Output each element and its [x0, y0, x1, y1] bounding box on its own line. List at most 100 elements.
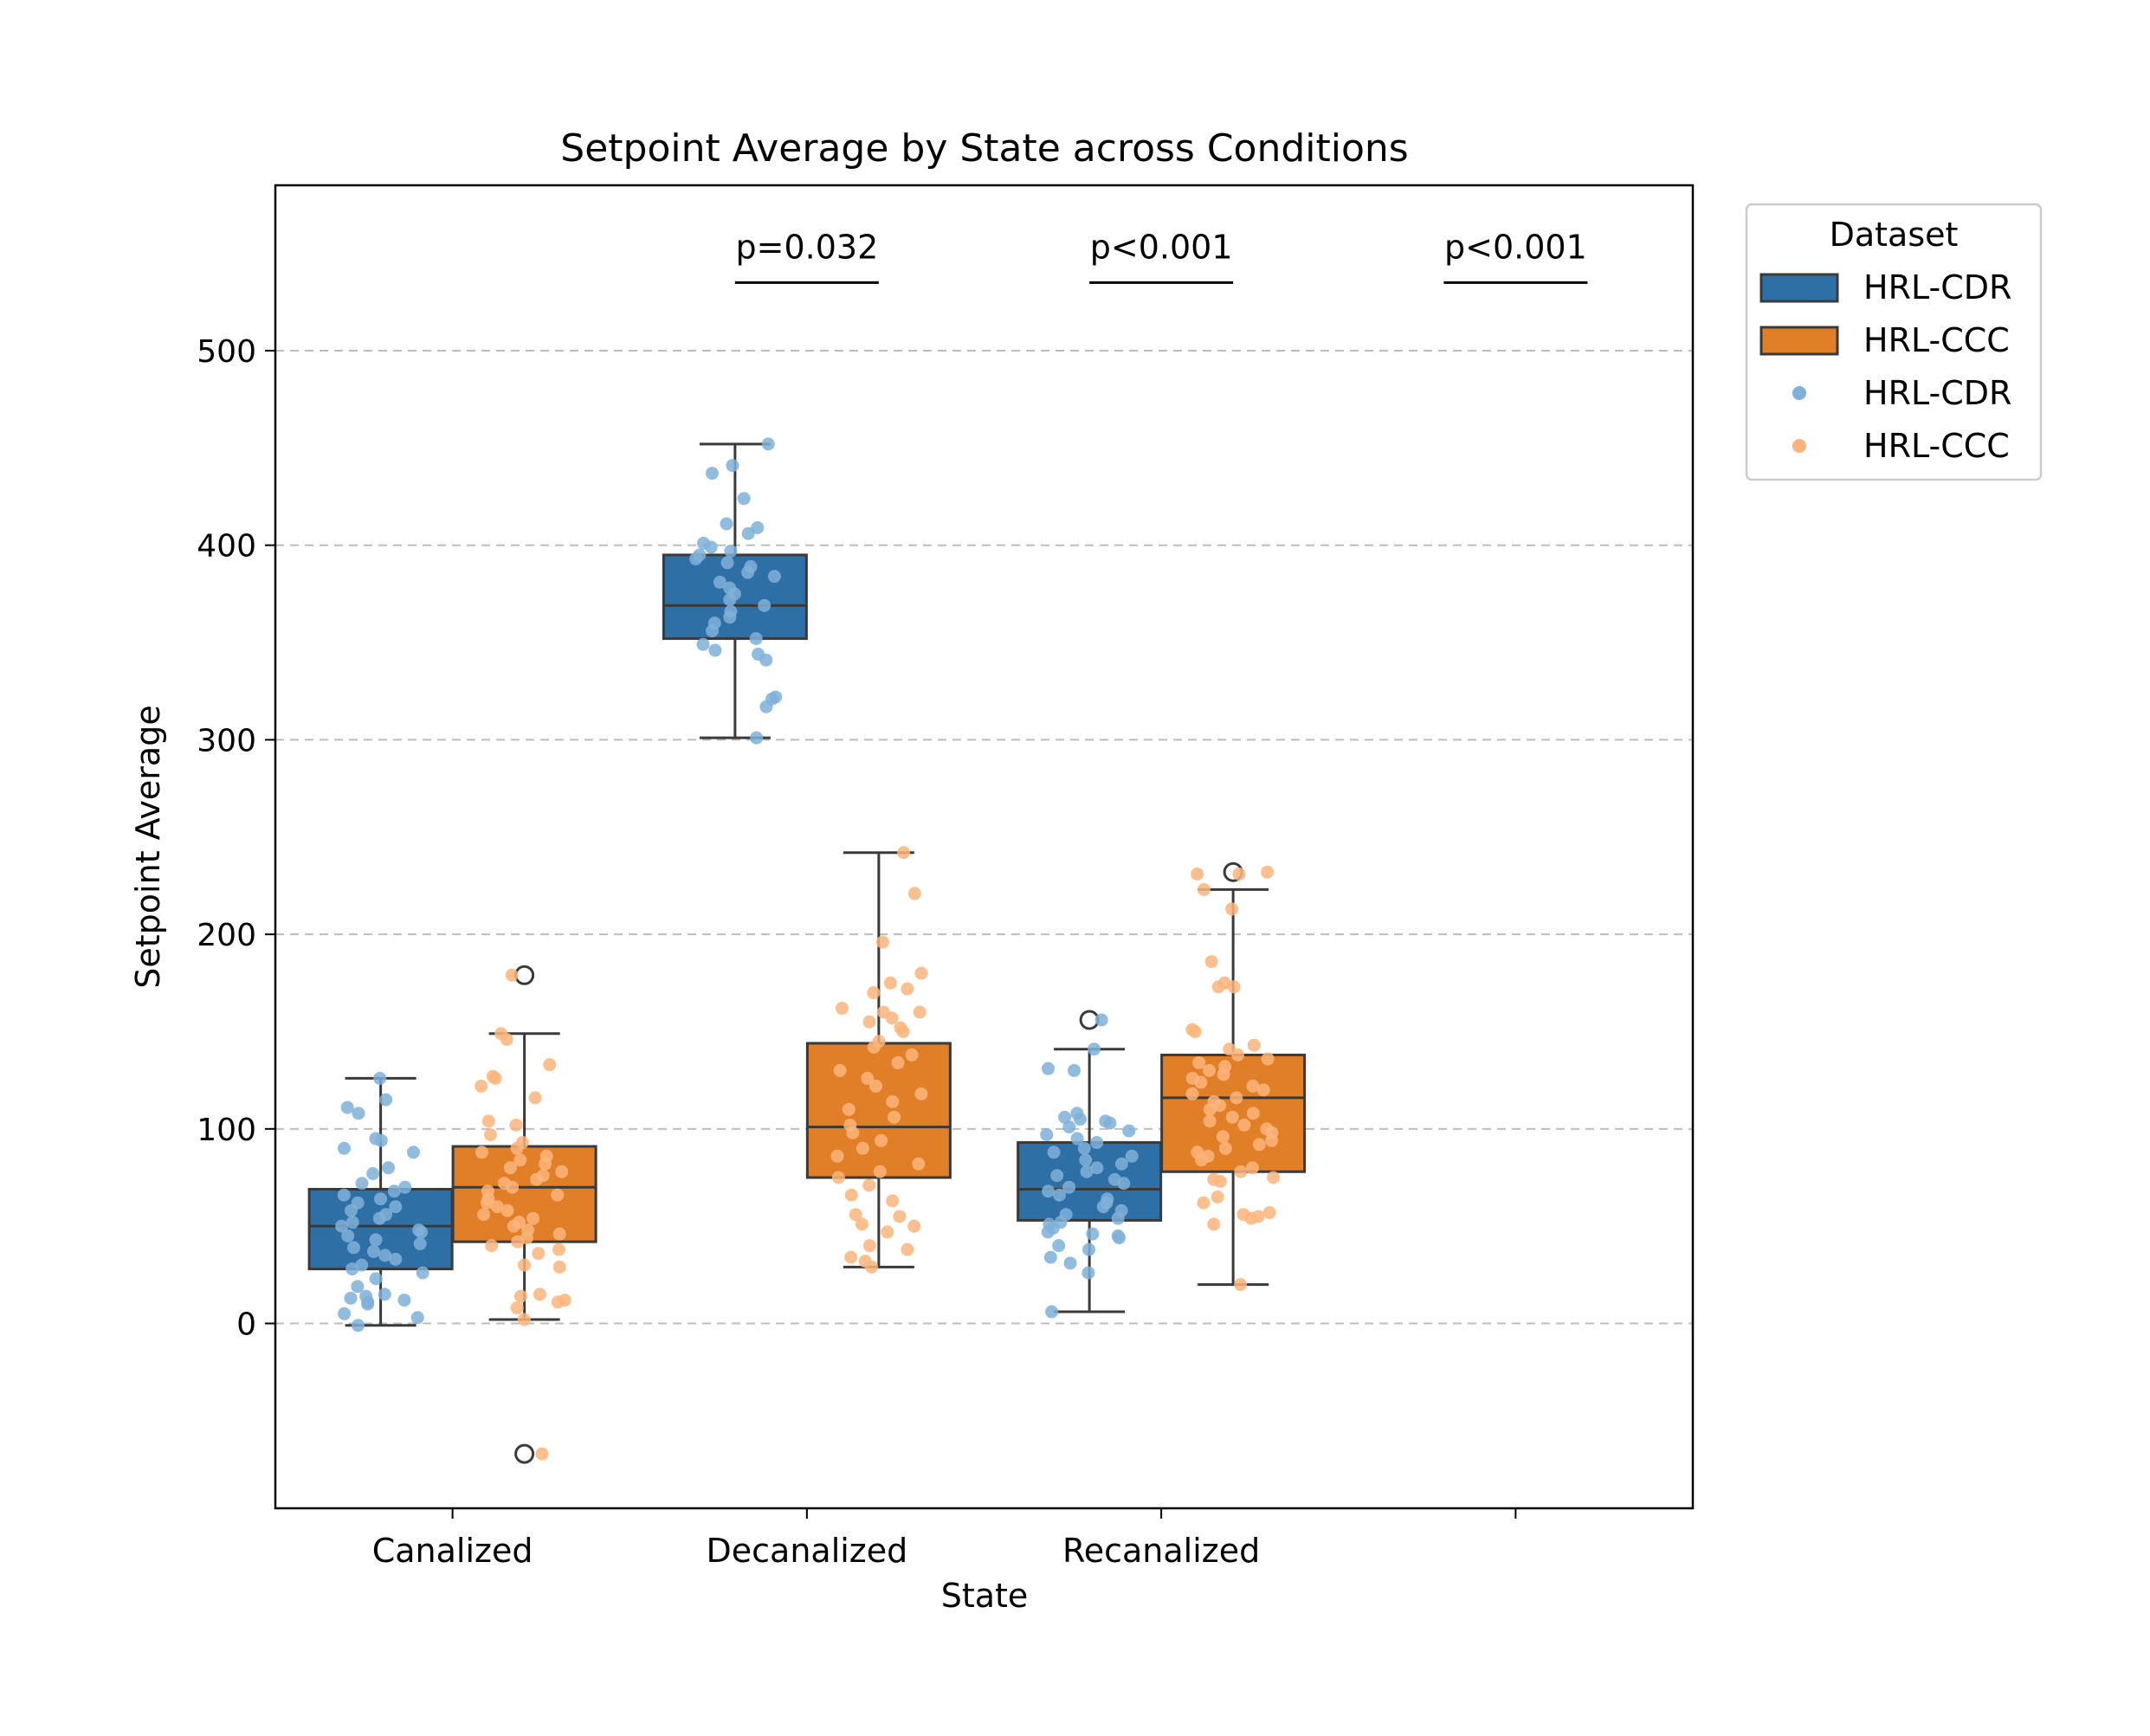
data-point	[846, 1126, 860, 1139]
data-point	[862, 1178, 876, 1192]
data-point	[407, 1146, 421, 1159]
data-point	[510, 1141, 524, 1155]
data-point	[849, 1208, 862, 1222]
data-point	[1197, 1196, 1211, 1210]
data-point	[741, 526, 755, 540]
data-point	[720, 517, 733, 531]
y-tick-label: 500	[197, 334, 256, 370]
data-point	[341, 1229, 355, 1242]
data-point	[689, 552, 703, 565]
data-point	[867, 986, 881, 1000]
data-point	[518, 1258, 532, 1272]
data-point	[1052, 1239, 1066, 1253]
legend-label: HRL-CDR	[1863, 268, 2011, 307]
data-point	[1197, 882, 1211, 896]
data-point	[706, 624, 720, 638]
data-point	[1114, 1157, 1128, 1171]
data-point	[484, 1128, 498, 1142]
data-point	[1252, 1138, 1266, 1152]
data-point	[369, 1272, 383, 1286]
data-point	[1265, 1133, 1279, 1147]
data-point	[1203, 1114, 1217, 1128]
outlier-marker	[514, 1443, 535, 1464]
data-point	[1195, 1153, 1209, 1167]
data-point	[1050, 1169, 1064, 1183]
data-point	[1213, 1099, 1227, 1113]
data-point	[1122, 1124, 1136, 1138]
data-point	[1227, 980, 1241, 994]
data-point	[415, 1225, 429, 1239]
data-point	[344, 1204, 358, 1217]
data-point	[723, 610, 737, 624]
data-point	[723, 593, 737, 607]
data-point	[389, 1252, 403, 1266]
data-point	[1080, 1165, 1094, 1178]
data-point	[1191, 867, 1204, 881]
data-point	[905, 1048, 919, 1062]
data-point	[1225, 902, 1239, 916]
data-point	[372, 1211, 386, 1225]
data-point	[1262, 1205, 1276, 1219]
data-point	[835, 1002, 849, 1016]
data-point	[378, 1287, 391, 1301]
data-point	[1247, 1038, 1261, 1052]
data-point	[337, 1141, 351, 1155]
legend: Dataset HRL-CDR HRL-CCC HRL-CDR HRL-CCC	[1745, 203, 2043, 481]
data-point	[555, 1165, 569, 1178]
plot-area	[307, 437, 1307, 1464]
data-point	[1213, 1174, 1227, 1188]
p-value-annotations: p=0.032 p<0.001 p<0.001	[734, 228, 1588, 284]
data-point	[410, 1311, 424, 1325]
data-point	[382, 1161, 396, 1175]
data-point	[913, 1005, 927, 1019]
data-point	[720, 556, 734, 570]
data-point	[373, 1192, 387, 1206]
data-point	[881, 1225, 894, 1239]
data-point	[335, 1219, 349, 1233]
data-point	[416, 1266, 429, 1280]
y-tick-label: 400	[197, 529, 256, 565]
data-point	[1040, 1128, 1054, 1142]
data-point	[855, 1217, 868, 1231]
data-point	[551, 1295, 565, 1309]
legend-label: HRL-CCC	[1863, 321, 2010, 359]
data-point	[1111, 1211, 1125, 1225]
data-point	[888, 1110, 901, 1124]
data-point	[875, 1133, 888, 1147]
data-point	[844, 1188, 858, 1202]
data-point	[1204, 955, 1218, 969]
data-point	[1041, 1225, 1055, 1239]
y-tick-label: 100	[197, 1113, 256, 1148]
data-point	[398, 1180, 412, 1194]
data-point	[526, 1211, 540, 1225]
data-point	[532, 1247, 546, 1261]
data-point	[1090, 1136, 1104, 1150]
data-point	[704, 540, 718, 554]
data-point	[1053, 1188, 1067, 1202]
p-value-label: p=0.032	[736, 228, 879, 266]
chart-title: Setpoint Average by State across Conditi…	[560, 126, 1408, 171]
data-point	[883, 976, 897, 990]
data-point	[867, 1040, 881, 1054]
data-point	[500, 1032, 513, 1046]
data-point	[896, 1024, 910, 1038]
legend-swatch	[1759, 273, 1839, 303]
data-point	[1042, 1062, 1056, 1075]
data-point	[1246, 1079, 1260, 1093]
data-point	[914, 1087, 928, 1100]
data-point	[345, 1216, 359, 1229]
data-point	[831, 1171, 845, 1184]
data-point	[741, 565, 755, 579]
data-point	[1234, 1278, 1248, 1292]
data-point	[830, 1149, 844, 1163]
data-point	[761, 437, 775, 451]
y-tick-label: 200	[197, 918, 256, 953]
data-point	[510, 1301, 524, 1315]
data-point	[886, 1194, 900, 1208]
data-point	[1256, 1083, 1270, 1097]
data-point	[1079, 1153, 1093, 1167]
data-point	[552, 1260, 566, 1274]
data-point	[1234, 1165, 1248, 1178]
data-point	[1246, 1107, 1260, 1120]
